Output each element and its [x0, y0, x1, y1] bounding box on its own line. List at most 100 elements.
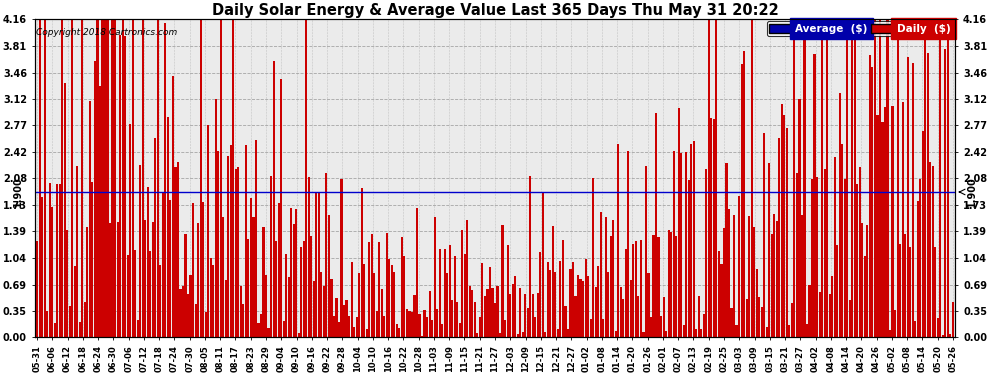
Bar [718, 251, 720, 338]
Bar [225, 280, 227, 338]
Bar [145, 220, 147, 338]
Bar [285, 254, 287, 338]
Bar [695, 329, 697, 338]
Bar [426, 317, 428, 338]
Bar [902, 102, 904, 338]
Bar [831, 276, 834, 338]
Bar [535, 317, 537, 338]
Bar [419, 314, 421, 338]
Bar [864, 256, 866, 338]
Bar [391, 265, 393, 338]
Bar [373, 273, 375, 338]
Bar [167, 117, 169, 338]
Bar [914, 321, 917, 338]
Bar [889, 330, 891, 338]
Bar [230, 145, 232, 338]
Bar [109, 223, 111, 338]
Bar [333, 316, 335, 338]
Bar [932, 166, 934, 338]
Bar [282, 321, 285, 338]
Bar [937, 318, 939, 338]
Bar [589, 319, 592, 338]
Bar [884, 107, 886, 338]
Bar [147, 187, 148, 338]
Bar [233, 19, 235, 338]
Title: Daily Solar Energy & Average Value Last 365 Days Thu May 31 20:22: Daily Solar Energy & Average Value Last … [212, 3, 778, 18]
Bar [39, 19, 41, 338]
Bar [479, 316, 481, 338]
Bar [47, 311, 49, 338]
Bar [368, 242, 370, 338]
Bar [53, 323, 55, 338]
Bar [328, 215, 330, 338]
Bar [303, 241, 305, 338]
Bar [446, 273, 448, 338]
Bar [375, 310, 378, 338]
Bar [809, 285, 811, 338]
Bar [107, 19, 109, 338]
Bar [370, 234, 373, 338]
Bar [796, 173, 798, 338]
Bar [602, 320, 604, 338]
Bar [248, 239, 249, 338]
Bar [733, 215, 736, 338]
Bar [463, 255, 466, 338]
Bar [894, 310, 896, 338]
Bar [758, 297, 760, 338]
Bar [544, 332, 546, 338]
Bar [439, 249, 441, 338]
Bar [318, 193, 320, 338]
Bar [698, 296, 700, 338]
Bar [843, 179, 845, 338]
Bar [444, 249, 446, 338]
Bar [275, 240, 277, 338]
Bar [612, 220, 615, 338]
Bar [562, 240, 564, 338]
Bar [819, 292, 821, 338]
Bar [846, 19, 848, 338]
Bar [358, 273, 360, 338]
Bar [383, 316, 385, 338]
Bar [507, 245, 509, 338]
Bar [705, 169, 708, 338]
Bar [336, 298, 338, 338]
Bar [703, 315, 705, 338]
Bar [760, 307, 762, 338]
Bar [41, 198, 44, 338]
Bar [313, 281, 315, 338]
Bar [207, 125, 209, 338]
Bar [522, 332, 524, 338]
Bar [401, 237, 403, 338]
Bar [615, 331, 617, 338]
Bar [159, 264, 161, 338]
Bar [897, 19, 899, 338]
Bar [434, 217, 436, 338]
Bar [776, 221, 778, 338]
Bar [574, 296, 576, 338]
Bar [249, 198, 252, 338]
Bar [481, 263, 483, 338]
Bar [424, 310, 426, 338]
Bar [951, 302, 954, 338]
Bar [628, 151, 630, 338]
Text: Copyright 2018 Cartronics.com: Copyright 2018 Cartronics.com [37, 28, 177, 38]
Bar [210, 258, 212, 338]
Bar [579, 279, 581, 338]
Bar [736, 325, 738, 338]
Bar [743, 51, 745, 338]
Bar [341, 179, 343, 338]
Bar [205, 312, 207, 338]
Bar [484, 296, 486, 338]
Bar [524, 294, 527, 338]
Bar [542, 192, 544, 338]
Bar [489, 267, 491, 338]
Bar [393, 272, 395, 338]
Bar [569, 269, 571, 338]
Bar [398, 328, 401, 338]
Bar [700, 329, 702, 338]
Bar [811, 179, 813, 338]
Bar [909, 248, 911, 338]
Bar [202, 202, 204, 338]
Bar [748, 216, 750, 338]
Bar [293, 224, 295, 338]
